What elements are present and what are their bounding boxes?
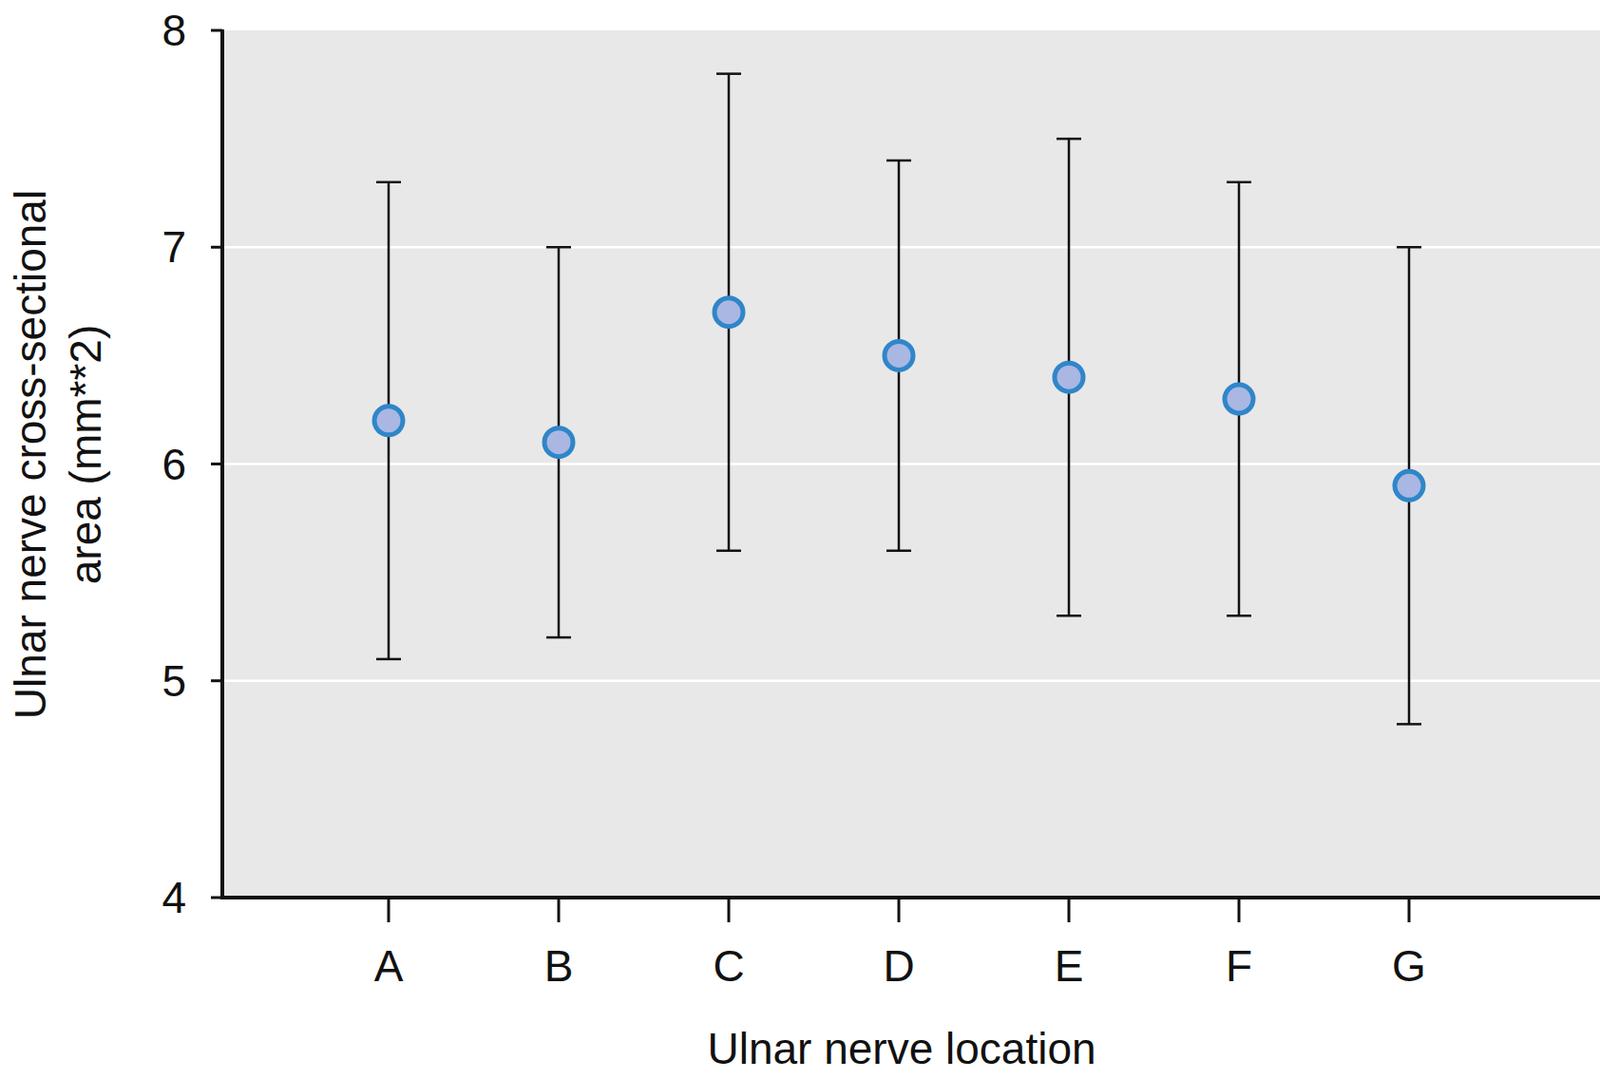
x-tick-label: D xyxy=(882,941,915,991)
x-axis-label: Ulnar nerve location xyxy=(706,1024,1096,1074)
plot-background xyxy=(222,30,1600,898)
error-cap xyxy=(1056,137,1082,141)
point xyxy=(714,298,743,327)
point xyxy=(1224,384,1254,414)
x-tick xyxy=(897,897,901,923)
x-tick-label: B xyxy=(544,941,574,991)
error-cap xyxy=(1226,614,1252,618)
point xyxy=(884,341,914,370)
chart-root: 4 5 6 7 8 A B C D E F G Ulnar nerve location Ulnar ne… xyxy=(0,0,1600,1079)
x-tick-label: A xyxy=(374,941,404,991)
x-tick xyxy=(1067,897,1071,923)
error-cap xyxy=(1396,246,1422,249)
error-cap xyxy=(886,550,912,553)
error-cap xyxy=(1396,723,1422,726)
error-cap xyxy=(716,550,742,553)
x-tick xyxy=(727,897,731,923)
x-tick-label: E xyxy=(1054,941,1085,991)
x-tick-label: G xyxy=(1391,941,1427,991)
chart-svg: 4 5 6 7 8 A B C D E F G Ulnar nerve location Ulnar ne… xyxy=(0,0,1600,1079)
x-axis xyxy=(220,895,1600,900)
x-tick xyxy=(557,897,561,923)
y-axis-label-line: Ulnar nerve cross-sectional xyxy=(5,190,56,720)
grid-line xyxy=(222,246,1600,249)
error-cap xyxy=(546,246,572,249)
y-tick-label: 4 xyxy=(161,873,187,923)
y-tick-label: 6 xyxy=(161,439,187,490)
y-axis xyxy=(220,29,225,900)
point xyxy=(1394,471,1424,500)
y-tick-label: 8 xyxy=(161,5,187,56)
error-cap xyxy=(546,636,572,640)
error-cap xyxy=(376,181,401,185)
y-tick-label: 7 xyxy=(161,222,187,272)
error-cap xyxy=(1226,181,1252,185)
point xyxy=(1054,362,1084,392)
x-tick xyxy=(1408,897,1411,923)
x-tick xyxy=(387,897,391,923)
y-axis-label: Ulnar nerve cross-sectionalarea (mm**2) xyxy=(5,190,111,720)
error-cap xyxy=(716,72,742,76)
y-axis-label-line: area (mm**2) xyxy=(60,324,111,586)
x-tick xyxy=(1238,897,1241,923)
error-cap xyxy=(376,658,401,662)
grid-line xyxy=(222,462,1600,466)
point xyxy=(374,406,403,436)
point xyxy=(544,428,573,458)
x-tick-label: F xyxy=(1225,941,1253,991)
error-cap xyxy=(1056,614,1082,618)
y-tick-label: 5 xyxy=(161,656,187,706)
grid-line xyxy=(222,680,1600,684)
marks xyxy=(374,74,1424,725)
error-cap xyxy=(886,159,912,163)
x-tick-label: C xyxy=(712,941,744,991)
